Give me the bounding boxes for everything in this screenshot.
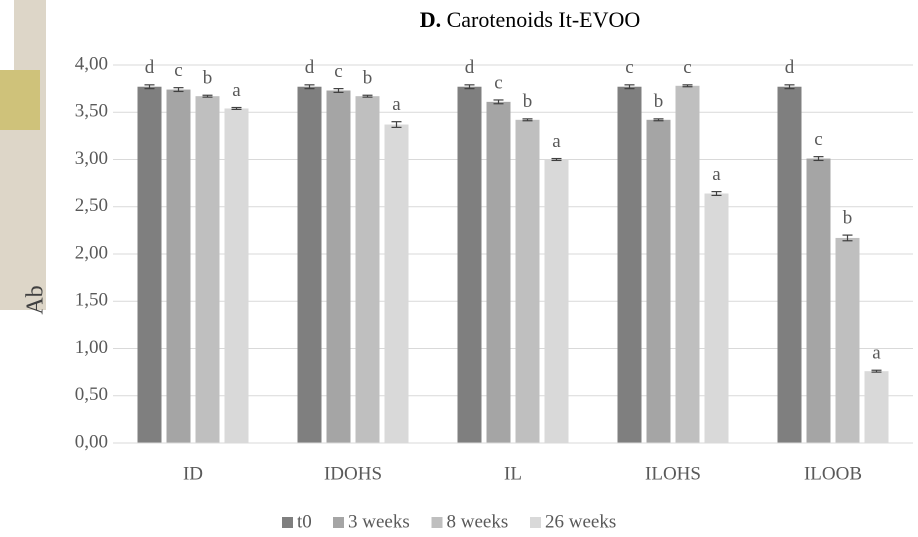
chart-title: D. Carotenoids It-EVOO — [420, 7, 641, 32]
x-tick-label: IL — [504, 463, 522, 484]
bar — [544, 159, 569, 443]
photo-overlay — [0, 70, 40, 130]
significance-letter: b — [843, 207, 853, 228]
bar — [777, 86, 802, 444]
y-tick-label: 1,00 — [75, 337, 108, 358]
legend-label: 8 weeks — [447, 511, 509, 532]
bar — [166, 89, 191, 443]
bar — [224, 108, 249, 443]
bar — [835, 237, 860, 443]
significance-letter: b — [363, 68, 373, 89]
y-tick-label: 1,50 — [75, 290, 108, 311]
legend-swatch — [530, 517, 541, 528]
bar — [195, 96, 220, 443]
significance-letter: a — [232, 80, 241, 101]
bar — [646, 119, 671, 443]
significance-letter: c — [174, 60, 182, 81]
panel-label: D. — [420, 7, 441, 32]
x-tick-label: ILOHS — [645, 463, 701, 484]
significance-letter: a — [552, 131, 561, 152]
legend-swatch — [282, 517, 293, 528]
significance-letter: b — [654, 91, 664, 112]
legend-swatch — [431, 517, 443, 528]
significance-letter: c — [814, 129, 822, 150]
y-axis-label: Ab — [23, 285, 49, 314]
bar — [864, 371, 889, 443]
bar — [384, 124, 409, 443]
significance-letter: c — [683, 57, 691, 78]
significance-letter: b — [523, 91, 533, 112]
y-tick-label: 3,50 — [75, 101, 108, 122]
significance-letter: a — [392, 94, 401, 115]
x-tick-label: ILOOB — [804, 463, 862, 484]
significance-letter: d — [145, 57, 155, 78]
legend-label: 26 weeks — [545, 511, 616, 532]
title-text: Carotenoids It-EVOO — [447, 7, 641, 32]
significance-letter: c — [334, 61, 342, 82]
x-tick-label: IDOHS — [324, 463, 382, 484]
bar — [704, 193, 729, 443]
bar — [675, 85, 700, 443]
bar — [486, 101, 511, 443]
significance-letter: d — [465, 57, 475, 78]
significance-letter: d — [305, 57, 315, 78]
y-tick-label: 2,00 — [75, 242, 108, 263]
legend-swatch — [333, 517, 344, 528]
y-tick-label: 2,50 — [75, 195, 108, 216]
y-tick-label: 3,00 — [75, 148, 108, 169]
significance-letter: c — [494, 72, 502, 93]
bar — [617, 86, 642, 444]
y-tick-label: 0,50 — [75, 384, 108, 405]
bar — [326, 90, 351, 443]
x-tick-label: ID — [183, 463, 203, 484]
bar — [515, 119, 540, 443]
legend-label: t0 — [297, 511, 312, 532]
legend-label: 3 weeks — [348, 511, 410, 532]
bar — [457, 86, 482, 444]
bar — [137, 86, 162, 444]
significance-letter: a — [872, 343, 881, 364]
y-tick-label: 4,00 — [75, 53, 108, 74]
bar — [355, 96, 380, 443]
significance-letter: a — [712, 164, 721, 185]
photo-overlay — [0, 0, 14, 70]
bar — [806, 158, 831, 443]
significance-letter: b — [203, 68, 213, 89]
bar — [297, 86, 322, 444]
y-tick-label: 0,00 — [75, 431, 108, 452]
significance-letter: c — [625, 57, 633, 78]
significance-letter: d — [785, 57, 795, 78]
